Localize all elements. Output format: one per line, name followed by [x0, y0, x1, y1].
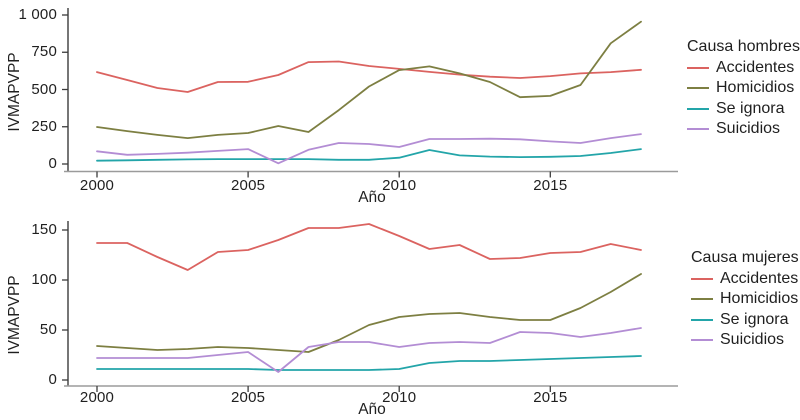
legend-item-accidentes: Accidentes [687, 58, 800, 79]
legend-items-mujeres: Accidentes Homicidios Se ignora Suicidios [691, 269, 799, 351]
legend-item-label: Homicidios [716, 79, 795, 97]
series-line-accidentes-chart1 [96, 223, 642, 271]
y-tick-label-chart1: 100 [31, 271, 57, 288]
legend-title-mujeres: Causa mujeres [691, 249, 799, 266]
legend-item-label: Se ignora [716, 99, 785, 117]
x-tick-label-chart1: 2015 [533, 389, 568, 406]
legend-items-hombres: Accidentes Homicidios Se ignora Suicidios [687, 58, 800, 140]
legend-item-homicidios: Homicidios [691, 289, 799, 310]
legend-title-hombres: Causa hombres [687, 38, 800, 55]
x-tick-label-chart0: 2005 [231, 177, 266, 194]
series-line-se-ignora-chart0 [96, 148, 642, 162]
y-tick-label-chart0: 500 [31, 80, 57, 98]
legend-item-label: Suicidios [716, 120, 781, 138]
legend-swatch-accidentes-icon [691, 277, 713, 280]
x-axis-label-mujeres: Año [358, 401, 386, 418]
legend-swatch-homicidios-icon [691, 298, 713, 301]
legend-item-label: Accidentes [720, 269, 799, 287]
series-line-suicidios-chart1 [96, 327, 642, 373]
y-tick-label-chart0: 1 000 [18, 6, 57, 23]
legend-item-suicidios: Suicidios [691, 330, 799, 351]
x-tick-label-chart0: 2010 [382, 177, 417, 194]
legend-item-label: Suicidios [720, 331, 785, 349]
x-tick-label-chart1: 2000 [79, 389, 115, 406]
x-tick-label-chart1: 2010 [382, 389, 417, 406]
legend-swatch-accidentes-icon [687, 66, 709, 69]
y-tick-label-chart0: 250 [31, 117, 57, 135]
legend-swatch-homicidios-icon [687, 87, 709, 90]
legend-item-suicidios: Suicidios [687, 119, 800, 140]
legend-item-label: Se ignora [720, 310, 789, 328]
series-line-accidentes-chart0 [96, 60, 642, 93]
legend-item-homicidios: Homicidios [687, 78, 800, 99]
legend-mujeres: Causa mujeres Accidentes Homicidios Se ign… [691, 248, 799, 351]
legend-swatch-suicidios-icon [687, 128, 709, 131]
series-line-se-ignora-chart1 [96, 355, 642, 371]
x-tick-label-chart0: 2015 [533, 177, 568, 194]
legend-hombres: Causa hombres Accidentes Homicidios Se ign… [687, 37, 800, 140]
y-tick-label-chart1: 50 [39, 321, 57, 338]
x-tick-label-chart0: 2000 [79, 177, 115, 194]
series-line-homicidios-chart0 [96, 20, 642, 140]
legend-item-accidentes: Accidentes [691, 269, 799, 290]
y-tick-label-chart0: 750 [31, 43, 57, 61]
legend-item-se-ignora: Se ignora [691, 310, 799, 331]
y-tick-label-chart1: 0 [48, 371, 57, 388]
legend-item-label: Homicidios [720, 290, 799, 308]
legend-item-se-ignora: Se ignora [687, 99, 800, 120]
y-tick-label-chart1: 150 [31, 221, 57, 238]
y-tick-label-chart0: 0 [48, 155, 57, 172]
legend-swatch-suicidios-icon [691, 339, 713, 342]
x-axis-label-hombres: Año [358, 189, 386, 206]
legend-swatch-se-ignora-icon [687, 107, 709, 110]
legend-item-label: Accidentes [716, 58, 795, 76]
series-line-suicidios-chart0 [96, 133, 642, 165]
legend-swatch-se-ignora-icon [691, 318, 713, 321]
series-line-homicidios-chart1 [96, 273, 642, 353]
x-tick-label-chart1: 2005 [231, 389, 266, 406]
